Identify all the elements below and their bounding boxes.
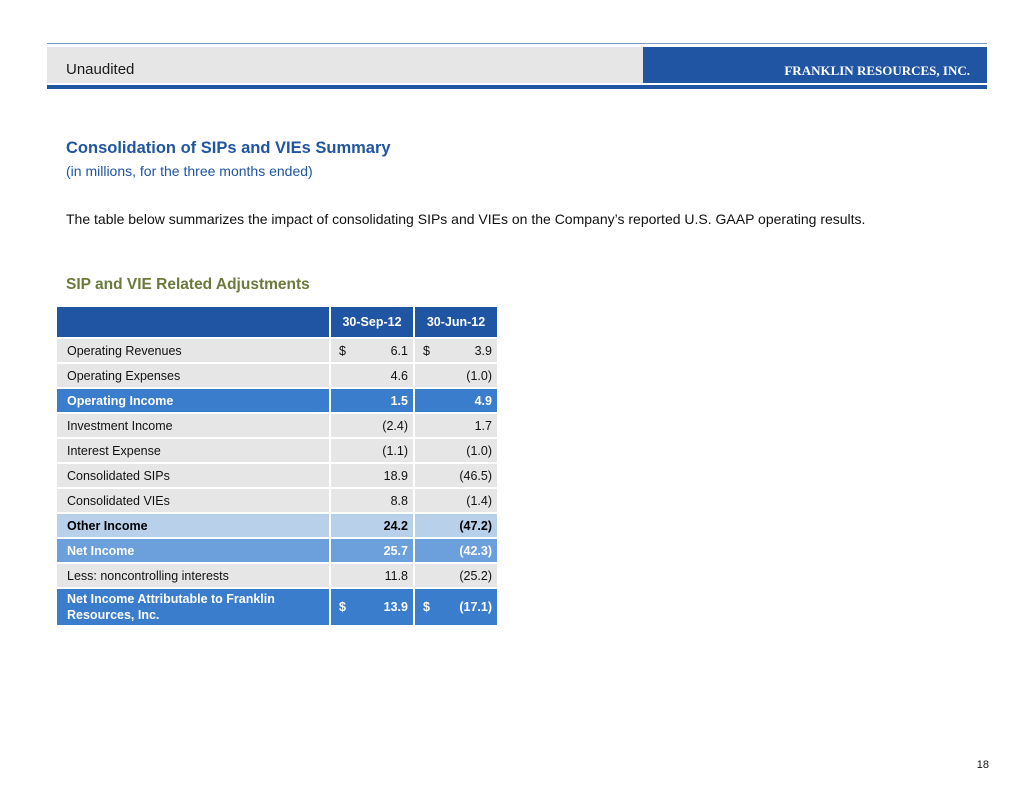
value-cell: 8.8 xyxy=(331,489,415,514)
value: 24.2 xyxy=(383,518,408,533)
value: 8.8 xyxy=(390,493,408,508)
row-label: Net Income xyxy=(57,539,331,564)
value-cell: $13.9 xyxy=(331,589,415,627)
currency-symbol: $ xyxy=(423,600,430,614)
table-row: Less: noncontrolling interests 11.8 (25.… xyxy=(57,564,497,589)
row-label: Less: noncontrolling interests xyxy=(57,564,331,589)
page-title: Consolidation of SIPs and VIEs Summary xyxy=(66,139,391,157)
value-cell: 4.6 xyxy=(331,364,415,389)
value-cell: 1.5 xyxy=(331,389,415,414)
value: 13.9 xyxy=(383,600,408,614)
table-row: Interest Expense (1.1) (1.0) xyxy=(57,439,497,464)
value-cell: (1.0) xyxy=(415,364,497,389)
header-divider xyxy=(47,85,987,89)
page-number: 18 xyxy=(976,759,989,771)
value-cell: (1.0) xyxy=(415,439,497,464)
currency-symbol: $ xyxy=(339,600,346,614)
value: (25.2) xyxy=(459,568,492,583)
value: 4.6 xyxy=(390,368,408,383)
table-row-subtotal: Operating Income 1.5 4.9 xyxy=(57,389,497,414)
value-cell: $6.1 xyxy=(331,339,415,364)
value-cell: 25.7 xyxy=(331,539,415,564)
table-row: Operating Expenses 4.6 (1.0) xyxy=(57,364,497,389)
value-cell: (2.4) xyxy=(331,414,415,439)
value-cell: (1.1) xyxy=(331,439,415,464)
value: 4.9 xyxy=(474,393,492,408)
company-name: FRANKLIN RESOURCES, INC. xyxy=(643,47,987,83)
value: 1.7 xyxy=(474,418,492,433)
row-label: Investment Income xyxy=(57,414,331,439)
value: 25.7 xyxy=(383,543,408,558)
adjustments-table: 30-Sep-12 30-Jun-12 Operating Revenues $… xyxy=(57,307,497,627)
value: (1.0) xyxy=(466,368,492,383)
currency-symbol: $ xyxy=(423,343,430,358)
value: (1.1) xyxy=(382,443,408,458)
table-header-row: 30-Sep-12 30-Jun-12 xyxy=(57,307,497,339)
value-cell: (25.2) xyxy=(415,564,497,589)
section-title: SIP and VIE Related Adjustments xyxy=(66,276,310,293)
row-label: Interest Expense xyxy=(57,439,331,464)
header-band: Unaudited FRANKLIN RESOURCES, INC. xyxy=(47,47,987,83)
value-cell: 24.2 xyxy=(331,514,415,539)
table-row: Consolidated VIEs 8.8 (1.4) xyxy=(57,489,497,514)
unaudited-label: Unaudited xyxy=(66,61,135,78)
page-subtitle: (in millions, for the three months ended… xyxy=(66,163,313,179)
header-blank-cell xyxy=(57,307,331,339)
value: 3.9 xyxy=(474,343,492,358)
row-label: Net Income Attributable to Franklin Reso… xyxy=(57,589,331,627)
top-rule xyxy=(47,43,987,44)
table-row-subtotal: Other Income 24.2 (47.2) xyxy=(57,514,497,539)
value-cell: 11.8 xyxy=(331,564,415,589)
value: (46.5) xyxy=(459,468,492,483)
value: 18.9 xyxy=(383,468,408,483)
value: 6.1 xyxy=(390,343,408,358)
column-header: 30-Sep-12 xyxy=(331,307,415,339)
value: (1.4) xyxy=(466,493,492,508)
value-cell: 18.9 xyxy=(331,464,415,489)
value-cell: $3.9 xyxy=(415,339,497,364)
value: 11.8 xyxy=(384,568,408,583)
value: (47.2) xyxy=(459,518,492,533)
row-label: Consolidated VIEs xyxy=(57,489,331,514)
value-cell: (47.2) xyxy=(415,514,497,539)
value-cell: (46.5) xyxy=(415,464,497,489)
table-row-total: Net Income Attributable to Franklin Reso… xyxy=(57,589,497,627)
value: (17.1) xyxy=(459,600,492,614)
row-label: Other Income xyxy=(57,514,331,539)
value: (2.4) xyxy=(382,418,408,433)
row-label: Operating Revenues xyxy=(57,339,331,364)
value-cell: 1.7 xyxy=(415,414,497,439)
value-cell: (1.4) xyxy=(415,489,497,514)
value-cell: (42.3) xyxy=(415,539,497,564)
value-cell: $ (17.1) xyxy=(415,589,497,627)
value: 1.5 xyxy=(390,393,408,408)
value-cell: 4.9 xyxy=(415,389,497,414)
row-label: Operating Expenses xyxy=(57,364,331,389)
row-label: Operating Income xyxy=(57,389,331,414)
column-header: 30-Jun-12 xyxy=(415,307,497,339)
table-row: Consolidated SIPs 18.9 (46.5) xyxy=(57,464,497,489)
table-row-subtotal: Net Income 25.7 (42.3) xyxy=(57,539,497,564)
table-row: Operating Revenues $6.1 $3.9 xyxy=(57,339,497,364)
value: (42.3) xyxy=(459,543,492,558)
value: (1.0) xyxy=(466,443,492,458)
intro-text: The table below summarizes the impact of… xyxy=(66,211,866,227)
row-label: Consolidated SIPs xyxy=(57,464,331,489)
currency-symbol: $ xyxy=(339,343,346,358)
table-row: Investment Income (2.4) 1.7 xyxy=(57,414,497,439)
